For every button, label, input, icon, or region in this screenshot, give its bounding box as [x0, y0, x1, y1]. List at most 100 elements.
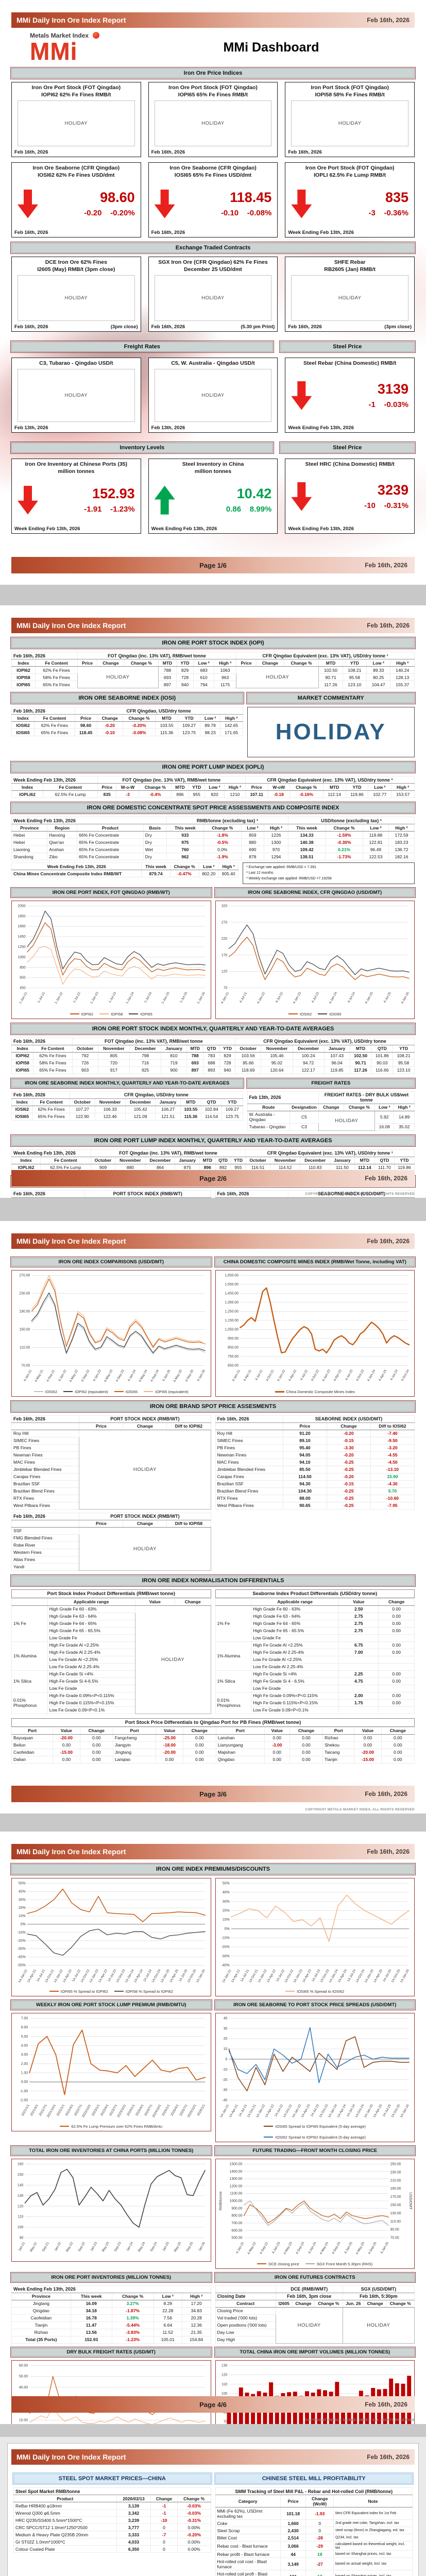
cell: 17.20 [182, 2299, 211, 2308]
cell: High Fe Grade Al <2.25% [47, 1641, 135, 1649]
cell: 106.33 [94, 1105, 126, 1113]
cell: Yandi [11, 1563, 80, 1571]
cell: 62% Fe Fines [32, 1105, 71, 1113]
cell: Liaoning [11, 845, 48, 853]
cell: Tianjin [322, 1755, 355, 1764]
header-cell: Index [11, 714, 35, 722]
cell: Lanqiao [112, 1755, 157, 1764]
group-header: CFR Qingdao, USD/dry tonne [74, 707, 243, 715]
svg-text:2.00: 2.00 [21, 2062, 28, 2066]
report-date: Feb 16th, 2026 [367, 1848, 410, 1855]
header-cell: Fe Content [38, 1197, 85, 1198]
cell: IOPI62 [11, 1052, 34, 1060]
legend-item: IOPI65 % Spread to IOPI62 [49, 1989, 108, 1994]
cell: 719 [160, 1059, 188, 1067]
cell: Brazilian SSF [215, 1480, 283, 1488]
cell: Taicang [322, 1748, 355, 1756]
svg-text:4-May-22: 4-May-22 [247, 2241, 257, 2255]
table-row: Low Grade Fe [215, 1634, 415, 1642]
metric-card: Steel HRC (China Domestic) RMB/t 3239 -1… [285, 459, 415, 534]
cell: -0.15 [326, 1480, 371, 1488]
svg-text:1200.00: 1200.00 [229, 2184, 242, 2188]
cell: -0.25 [326, 1494, 371, 1502]
cell: -20.00 [53, 1734, 80, 1742]
cell: Tianjin [11, 2321, 71, 2329]
metric-card: Steel Inventory in China million tonnes 1… [148, 459, 278, 534]
card-subtitle: IOPLI 62.5% Fe Lump RMB/t [314, 172, 386, 179]
svg-text:1,050.00: 1,050.00 [225, 1328, 238, 1331]
cell: Jingtang [112, 1748, 157, 1756]
inventory-cards-row: Iron Ore Inventory at Chinese Ports (35)… [11, 459, 415, 534]
header-cell: Fe Content [34, 714, 75, 722]
svg-text:4-Jul-24: 4-Jul-24 [389, 1369, 399, 1381]
cell: High Fe Grade Si 4 - 6.5% [251, 1677, 339, 1685]
cell: 21.35 [182, 2328, 211, 2336]
chart-legend: IOSI65 Spread to IOPI65 Equivalent (5-da… [218, 2123, 413, 2141]
header-cell: Index [11, 659, 36, 667]
logo-dot-icon [93, 32, 100, 39]
cell: 0.00 [378, 1619, 415, 1628]
cell: 95.58 [342, 673, 367, 681]
header-cell: QTD [374, 1156, 395, 1164]
cell: 693 [186, 1059, 204, 1067]
cell [338, 1634, 379, 1642]
section-freight-rates: Freight Rates [10, 341, 274, 353]
header-cell: Low ² [362, 824, 389, 832]
header-cell: January [155, 1098, 181, 1106]
cell: 171.65 [219, 728, 243, 736]
group-header: Week Ending Feb 13th, 2026 [11, 817, 167, 824]
table-row: Rizhao 13.56 -3.83% 11.52 21.35 [11, 2328, 211, 2336]
group-header: SMM Tracking of Steel Mill P&L - Rebar a… [215, 2487, 413, 2495]
header-cell: Port [215, 1726, 265, 1735]
cell: 121.09 [125, 1112, 156, 1121]
cell: 112.14 [322, 790, 346, 798]
header-cell: Change [318, 1103, 344, 1111]
header-cell: YTD [230, 1156, 246, 1164]
cell: 1226 [263, 831, 289, 839]
svg-text:-2.00: -2.00 [20, 2098, 28, 2102]
metric-card: C5, W. Australia - Qingdao USD/t HOLIDAY F… [148, 358, 278, 433]
card-title: Steel Rebar (China Domestic) RMB/t [303, 360, 397, 366]
cell: steel scrap (6mm) in Zhangjiagang, exl. … [333, 2527, 413, 2534]
cell: 0.00 [378, 1612, 415, 1620]
cell: 123.10 [342, 681, 367, 688]
header-cell: Low ² [368, 783, 392, 791]
cell: 98.23 [200, 728, 220, 736]
svg-text:4-Jan-21: 4-Jan-21 [23, 1369, 33, 1382]
table-row: High Grade Fe 63 - 64% 2.75 0.00 [215, 1612, 415, 1620]
cell: 122.81 [362, 838, 389, 846]
svg-text:4-Jan-25: 4-Jan-25 [364, 991, 374, 1005]
holiday-box: HOLIDAY [18, 369, 135, 422]
cell: 0.00% [177, 2523, 211, 2531]
cell: 962 [166, 853, 204, 860]
cell: PB Fines [215, 1444, 283, 1452]
svg-text:4-Jul-23: 4-Jul-23 [311, 991, 320, 1004]
svg-text:14-Apr-23: 14-Apr-23 [301, 1969, 312, 1983]
cell: Rebar profit - Blast furnace [215, 2550, 281, 2558]
svg-text:150: 150 [18, 2173, 24, 2177]
svg-text:2022/7/1: 2022/7/1 [74, 2104, 83, 2116]
cell: 820 [204, 790, 225, 798]
header-cell: October [235, 1044, 262, 1053]
cell: -0.16% [289, 790, 323, 798]
table-row: IOSI62 62% Fe Fines 107.27 106.33 105.42 106.… [11, 1105, 243, 1113]
card-subtitle: IOPI62 62% Fe Fines RMB/t [41, 92, 111, 98]
up-arrow-icon [154, 485, 175, 515]
cell: 0.00 [378, 1677, 415, 1685]
svg-text:230.00: 230.00 [390, 2171, 401, 2174]
cell: Hot-rolled coil proft - Blast furnace [215, 2570, 281, 2576]
header-cell: Change % [122, 714, 156, 722]
svg-text:14-Apr-25: 14-Apr-25 [372, 2104, 383, 2118]
legend-swatch-icon [264, 2126, 274, 2127]
legend-swatch-icon [257, 2263, 267, 2265]
table-row: IOPI65 65% Fe Fines 897 940 794 1175 117.26 123… [11, 681, 415, 688]
chart-legend: IOPI62 IOPI58 IOPI65 [14, 1011, 209, 1018]
svg-text:-10%: -10% [221, 1937, 229, 1940]
cell: -20.00 [354, 1748, 382, 1756]
report-date: Feb 16th, 2026 [367, 1238, 410, 1245]
cell: 123.10 [393, 1066, 415, 1074]
cell: 0.01% Phosphorus [11, 1691, 48, 1714]
legend-swatch-icon [33, 1391, 43, 1393]
chart-legend: IOPI65 % Spread to IOPI62 IOPI58 % Spread… [14, 1988, 209, 1995]
cell: -0.31% [177, 2516, 211, 2524]
